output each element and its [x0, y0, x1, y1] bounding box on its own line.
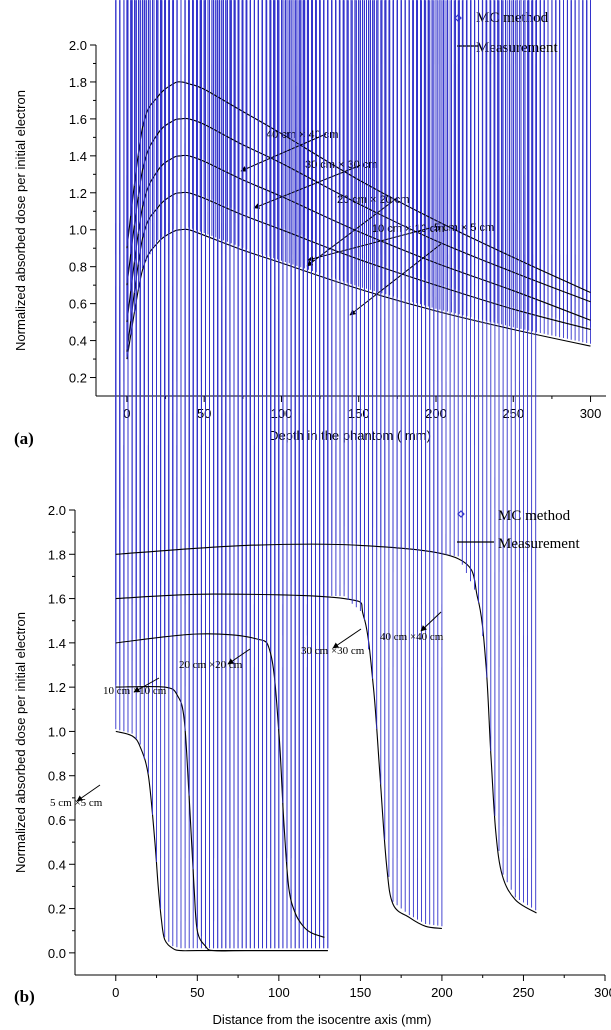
- annotation-label: 10 cm ×10 cm: [103, 685, 167, 697]
- y-tick-label: 2.0: [48, 503, 66, 518]
- legend-label-measurement: Measurement: [498, 536, 580, 552]
- y-tick-label: 0.6: [69, 297, 87, 312]
- annotation-arrow: [227, 648, 251, 665]
- y-tick-label: 1.6: [48, 592, 66, 607]
- y-tick-label: 2.0: [69, 38, 87, 53]
- x-axis-label: Depth in the phantom ( mm): [269, 428, 431, 443]
- measurement-line: [126, 154, 591, 323]
- x-tick-label: 0: [112, 985, 119, 1000]
- annotation-label: 40 cm × 40 cm: [266, 129, 338, 141]
- y-tick-label: 0.2: [69, 371, 87, 386]
- x-tick-label: 50: [190, 985, 204, 1000]
- y-tick-label: 1.8: [69, 75, 87, 90]
- x-tick-label: 150: [350, 985, 372, 1000]
- annotation-label: 20 cm ×20 cm: [179, 659, 243, 671]
- y-tick-label: 0.8: [48, 769, 66, 784]
- chart-b: 0.0 0.2 0.4 0.6 0.8 1.0 1.2 1.4 1.6 1.8 2.0 0 50 100 1…: [13, 0, 611, 1027]
- legend-label-measurement: Measurement: [476, 40, 558, 56]
- y-tick-label: 1.0: [69, 223, 87, 238]
- y-tick-label: 1.8: [48, 547, 66, 562]
- y-tick-label: 1.0: [48, 724, 66, 739]
- measurement-line: [126, 81, 591, 294]
- chart-a: 0.2 0.4 0.6 0.8 1.0 1.2 1.4 1.6 1.8 2.0 0 50 100 150 2…: [13, 0, 606, 448]
- measurement-line: [115, 633, 325, 938]
- x-tick-label: 100: [271, 406, 293, 421]
- x-tick-label: 300: [580, 406, 602, 421]
- measurement-line: [115, 685, 328, 952]
- legend: MC method Measurement: [457, 508, 580, 552]
- annotation-arrow: [133, 677, 160, 693]
- x-tick-label: 50: [197, 406, 211, 421]
- x-tick-label: 0: [123, 406, 130, 421]
- annotation-arrow: [349, 243, 442, 316]
- panel-label: (a): [14, 429, 34, 448]
- annotation-label: 30 cm × 30 cm: [305, 159, 377, 171]
- x-tick-label: 100: [268, 985, 290, 1000]
- y-tick-label: 1.4: [69, 149, 87, 164]
- measurement-line: [115, 543, 537, 914]
- annotation-arrow: [76, 784, 101, 802]
- annotation-label: 40 cm ×40 cm: [380, 631, 444, 643]
- annotation-label: 20 cm × 20 cm: [337, 194, 409, 206]
- annotation-label: 5 cm × 5 cm: [434, 222, 494, 234]
- y-tick-label: 0.2: [48, 902, 66, 917]
- x-axis-label: Distance from the isocentre axis (mm): [213, 1012, 432, 1027]
- series-4: [115, 0, 537, 914]
- annotation-arrow: [420, 611, 442, 632]
- y-tick-label: 0.4: [69, 334, 87, 349]
- legend-label-mc: MC method: [476, 10, 549, 26]
- y-tick-label: 1.6: [69, 112, 87, 127]
- y-tick-label: 0.6: [48, 813, 66, 828]
- y-tick-label: 0.8: [69, 260, 87, 275]
- annotation-arrow: [332, 628, 362, 649]
- y-axis-label: Normalized absorbed dose per initial ele…: [13, 90, 28, 351]
- measurement-line: [126, 228, 591, 360]
- y-tick-label: 0.0: [48, 946, 66, 961]
- measurement-line: [115, 593, 442, 930]
- y-tick-label: 1.4: [48, 636, 66, 651]
- x-tick-label: 250: [513, 985, 535, 1000]
- y-tick-label: 0.4: [48, 857, 66, 872]
- y-tick-label: 1.2: [69, 186, 87, 201]
- legend-label-mc: MC method: [498, 508, 571, 524]
- x-tick-label: 300: [594, 985, 611, 1000]
- x-tick-label: 250: [502, 406, 524, 421]
- measurement-line: [126, 117, 591, 303]
- panel-label: (b): [14, 987, 35, 1006]
- x-tick-label: 200: [425, 406, 447, 421]
- y-axis-label: Normalized absorbed dose per initial ele…: [13, 612, 28, 873]
- annotation-label: 5 cm ×5 cm: [50, 797, 103, 809]
- measurement-line: [115, 730, 328, 952]
- x-tick-label: 200: [431, 985, 453, 1000]
- annotation-label: 30 cm ×30 cm: [301, 645, 365, 657]
- y-tick-label: 1.2: [48, 680, 66, 695]
- annotation-label: 10 cm × 10 cm: [372, 223, 444, 235]
- legend-marker-mc: [457, 510, 465, 518]
- x-tick-label: 150: [348, 406, 370, 421]
- legend: MC method Measurement: [454, 10, 558, 56]
